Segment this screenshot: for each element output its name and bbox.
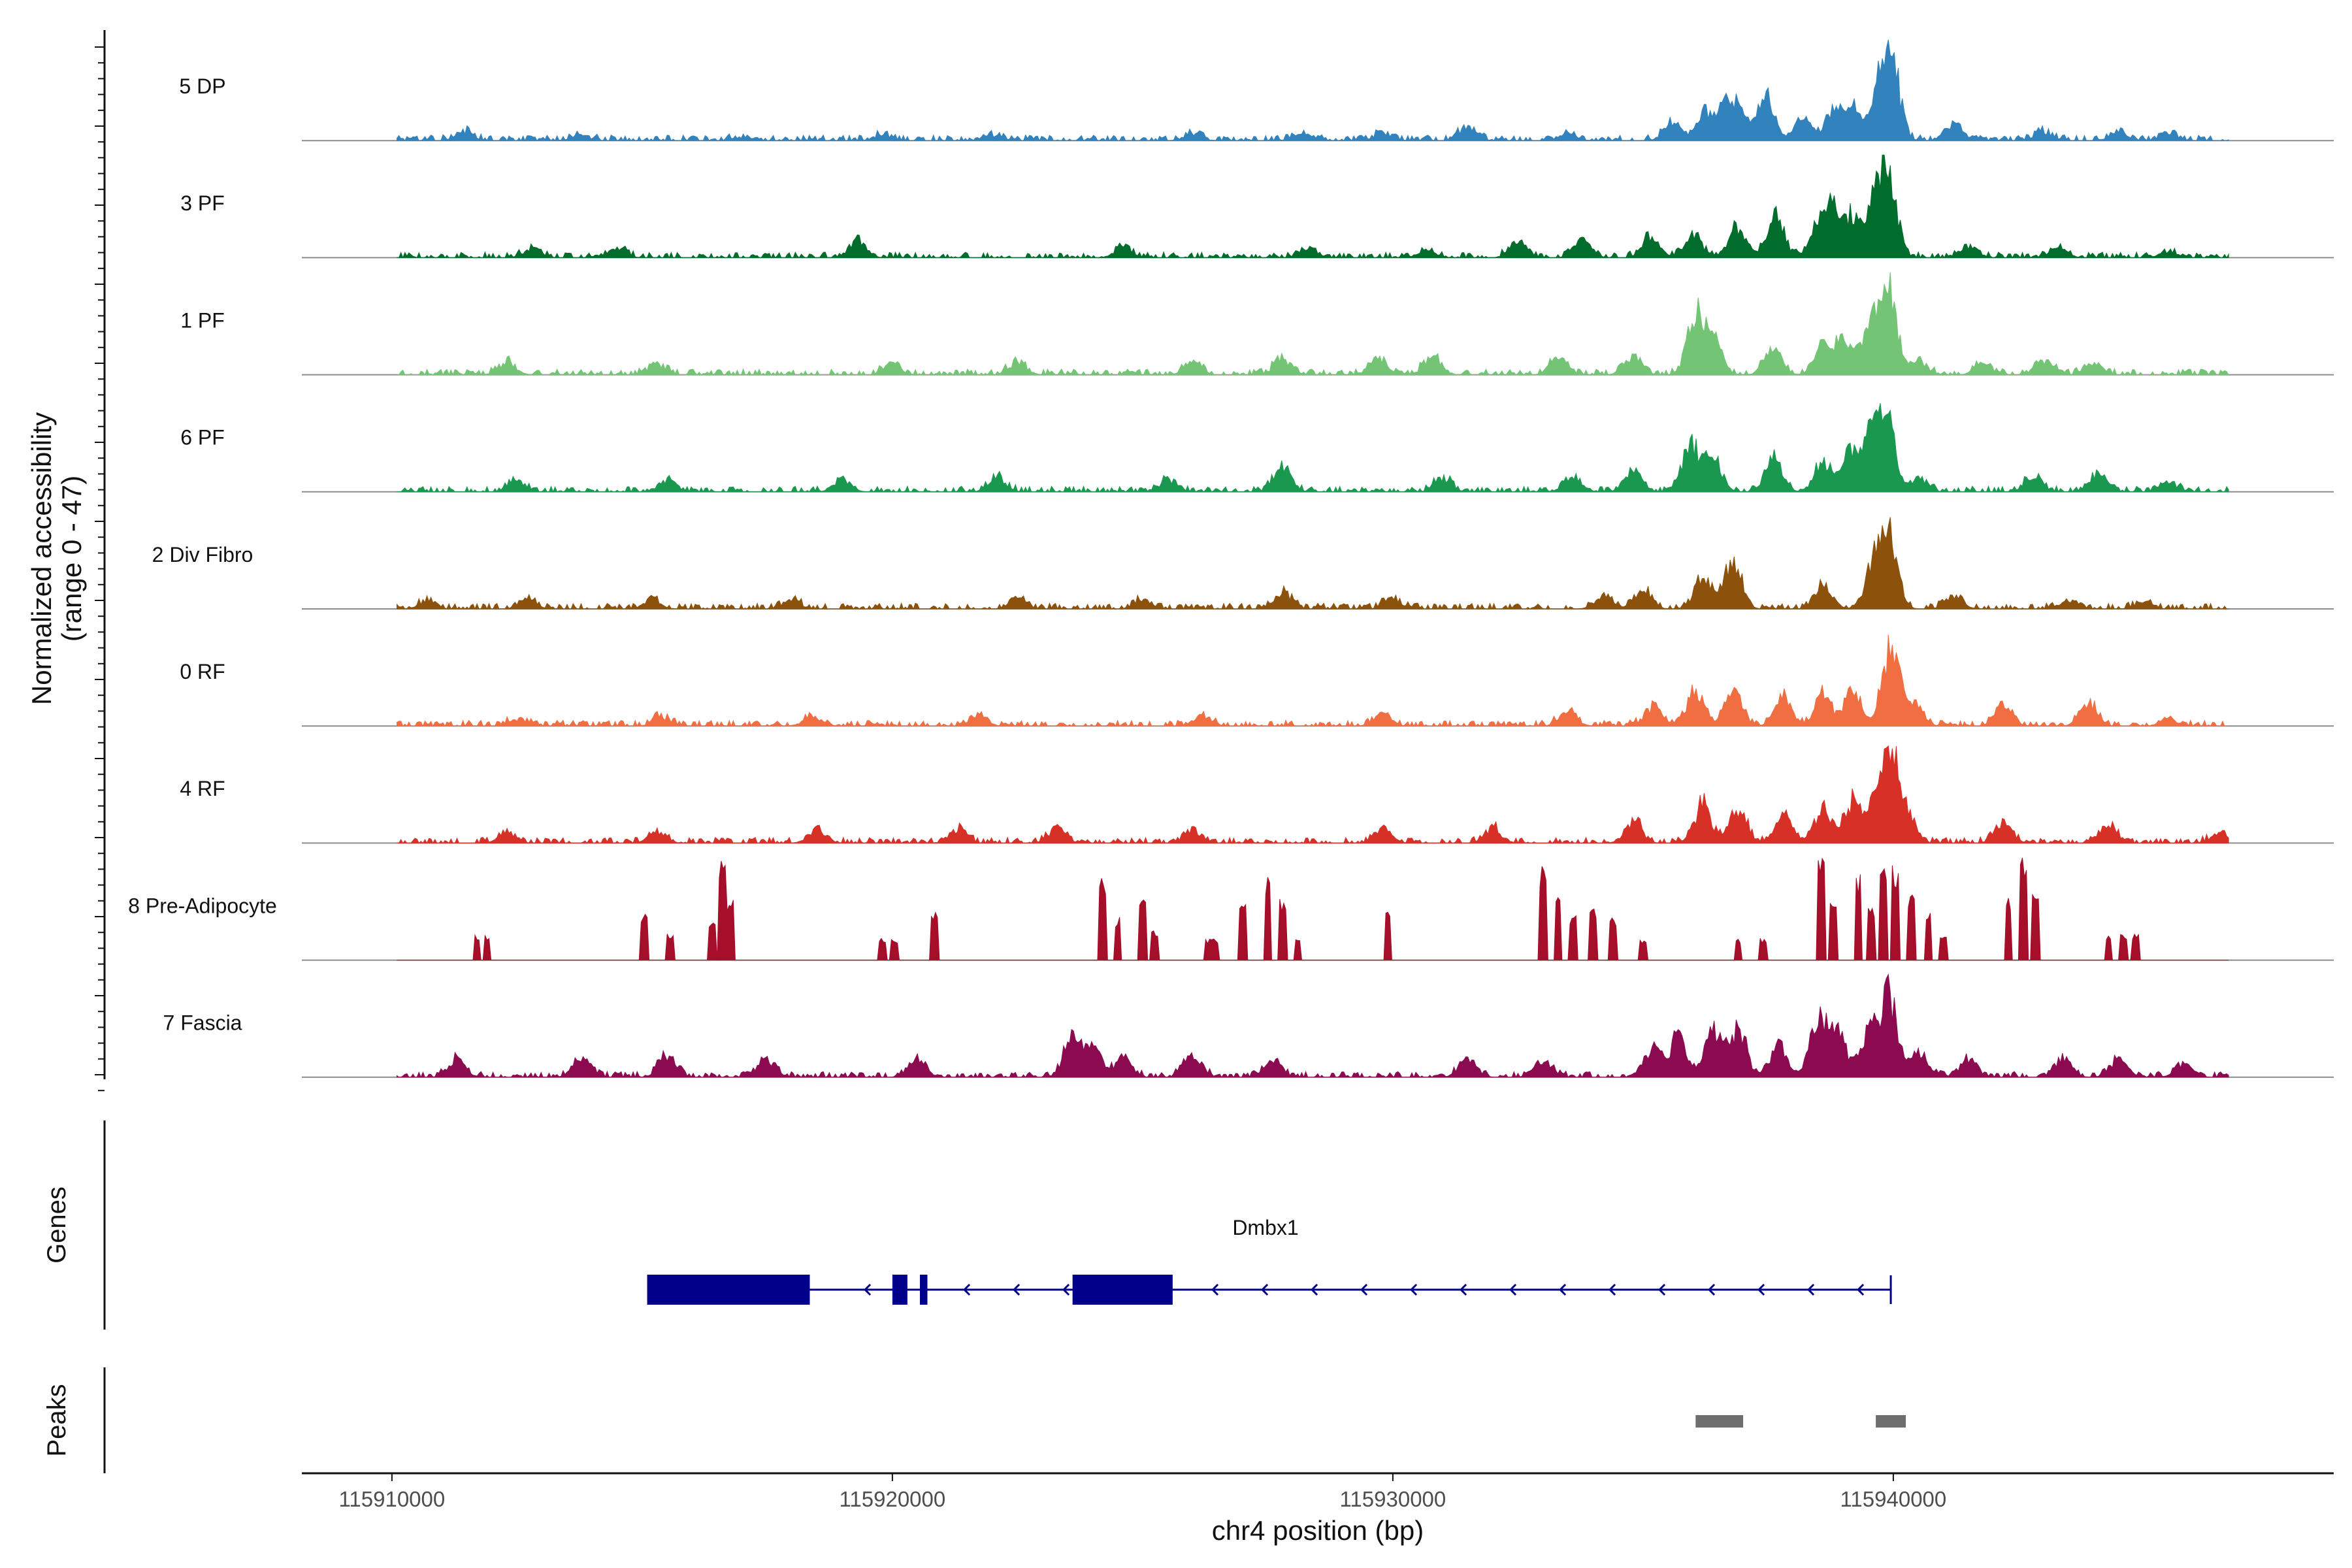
strand-chevron [1608,1283,1616,1296]
track-8-pre-adipocyte: 8 Pre-Adipocyte [128,857,2334,961]
x-tick-label: 115930000 [1340,1487,1446,1511]
strand-chevron [1856,1283,1865,1296]
strand-chevron [1757,1283,1765,1296]
coverage-area [397,517,2229,610]
coverage-area [397,745,2229,844]
coverage-area [397,272,2229,376]
track-6-pf: 6 PF [180,402,2334,493]
y-axis-ticks [95,46,105,1092]
peaks-panel: Peaks [42,1367,1906,1473]
gene-model-Dmbx1 [647,1275,1892,1305]
accessibility-y-axis: Normalized accessibility (range 0 - 47) [26,30,106,1092]
strand-chevron [1409,1283,1418,1296]
track-7-fascia: 7 Fascia [163,973,2334,1079]
coverage-area [397,39,2229,142]
x-axis-title: chr4 position (bp) [1212,1515,1424,1546]
track-2-div-fibro: 2 Div Fibro [152,517,2334,610]
coverage-area [397,973,2229,1079]
gene-name-label: Dmbx1 [1232,1216,1298,1239]
track-1-pf: 1 PF [180,272,2334,376]
position-x-axis: 115910000 115920000 115930000 115940000 chr… [302,1472,2334,1546]
strand-chevron [1558,1283,1567,1296]
gene-exon [892,1275,907,1305]
strand-chevron [962,1283,971,1296]
coverage-area [397,857,2229,961]
gene-exon [647,1275,810,1305]
track-0-rf: 0 RF [180,634,2334,727]
track-4-rf: 4 RF [180,745,2334,844]
track-label: 1 PF [180,308,225,332]
genes-label: Genes [42,1186,71,1264]
strand-chevron [1806,1283,1815,1296]
strand-chevron [1062,1283,1070,1296]
coverage-area [397,154,2229,259]
coverage-area [397,634,2229,727]
peak-regions [1695,1415,1906,1428]
strand-chevron [1360,1283,1368,1296]
strand-chevron [1260,1283,1269,1296]
x-tick-label: 115910000 [339,1487,446,1511]
coverage-area [397,402,2229,493]
strand-chevron [1211,1283,1219,1296]
track-label: 8 Pre-Adipocyte [128,894,277,917]
peak-region [1876,1415,1906,1428]
strand-chevron [1012,1283,1021,1296]
peak-region [1695,1415,1744,1428]
gene-exon [920,1275,928,1305]
peaks-label: Peaks [42,1384,71,1456]
strand-chevron [863,1283,872,1296]
track-label: 3 PF [180,191,225,215]
strand-chevron [1509,1283,1517,1296]
strand-chevron [1707,1283,1716,1296]
track-label: 5 DP [179,74,225,98]
track-label: 7 Fascia [163,1011,242,1035]
x-tick-label: 115940000 [1840,1487,1947,1511]
track-label: 2 Div Fibro [152,543,253,566]
strand-chevron [1658,1283,1666,1296]
track-5-dp: 5 DP [179,39,2334,142]
gene-exon [1072,1275,1173,1305]
track-label: 4 RF [180,777,225,800]
strand-chevron [1459,1283,1467,1296]
strand-chevron [1310,1283,1318,1296]
y-axis-title-line1: Normalized accessibility [26,412,57,705]
genes-panel: Genes Dmbx1 [42,1120,1892,1330]
x-tick-label: 115920000 [840,1487,946,1511]
x-axis-ticks: 115910000 115920000 115930000 115940000 [339,1473,1947,1511]
track-label: 6 PF [180,426,225,449]
track-3-pf: 3 PF [180,154,2334,259]
coverage-tracks: 5 DP 3 PF 1 PF 6 PF 2 Div Fibro 0 RF 4 RF 8 Pre… [128,39,2334,1079]
track-label: 0 RF [180,660,225,683]
y-axis-title-line2: (range 0 - 47) [56,476,87,642]
